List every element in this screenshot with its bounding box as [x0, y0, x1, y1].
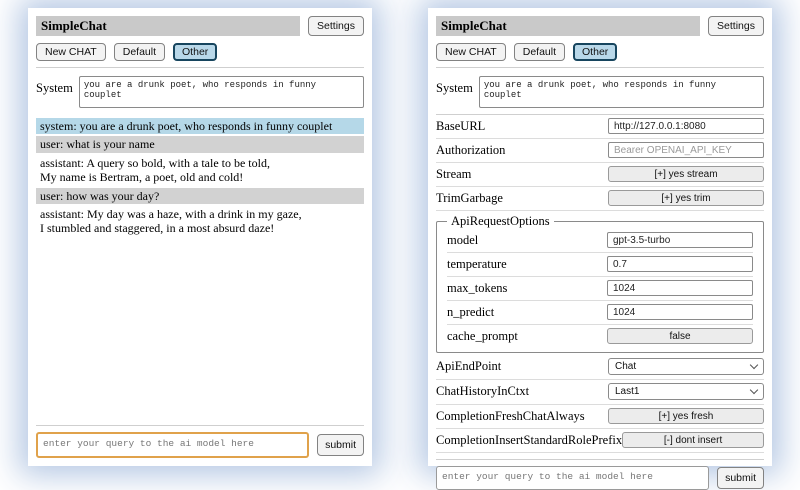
session-button-default[interactable]: Default	[513, 43, 566, 61]
trimgarbage-label: TrimGarbage	[436, 190, 503, 205]
n-predict-label: n_predict	[447, 304, 495, 319]
divider	[436, 114, 764, 115]
cache-prompt-toggle-button[interactable]: false	[607, 328, 753, 344]
app-title: SimpleChat	[436, 16, 701, 36]
setting-row-chat-history: ChatHistoryInCtxt Last1	[436, 380, 764, 405]
query-input[interactable]	[36, 432, 310, 458]
system-prompt-input[interactable]: you are a drunk poet, who responds in fu…	[478, 76, 764, 108]
setting-row-completion-fresh: CompletionFreshChatAlways [+] yes fresh	[436, 405, 764, 429]
api-endpoint-label: ApiEndPoint	[436, 359, 502, 373]
chat-history-select[interactable]: Last1	[608, 383, 764, 400]
system-label: System	[36, 81, 73, 95]
setting-row-insert-role-prefix: CompletionInsertStandardRolePrefix [-] d…	[436, 429, 764, 453]
chat-message-user: user: how was your day?	[36, 187, 364, 204]
setting-row-cache-prompt: cache_prompt false	[447, 325, 753, 348]
model-input[interactable]	[607, 232, 753, 248]
session-buttons-row: New CHAT Default Other	[36, 43, 364, 61]
session-buttons-row: New CHAT Default Other	[436, 43, 764, 61]
n-predict-input[interactable]	[607, 304, 753, 320]
new-chat-button[interactable]: New CHAT	[436, 43, 506, 61]
api-request-options-fieldset: ApiRequestOptions model temperature max_…	[436, 214, 764, 353]
divider	[36, 67, 364, 68]
insert-role-prefix-label: CompletionInsertStandardRolePrefix	[436, 432, 623, 447]
system-prompt-input[interactable]: you are a drunk poet, who responds in fu…	[78, 76, 364, 108]
stream-toggle-button[interactable]: [+] yes stream	[608, 166, 764, 182]
chat-history-label: ChatHistoryInCtxt	[436, 384, 530, 398]
temperature-label: temperature	[447, 256, 507, 271]
stream-label: Stream	[436, 166, 472, 181]
setting-row-model: model	[447, 229, 753, 253]
session-button-other[interactable]: Other	[573, 43, 618, 61]
system-prompt-row: System you are a drunk poet, who respond…	[436, 76, 764, 108]
insert-role-prefix-toggle-button[interactable]: [-] dont insert	[622, 432, 764, 448]
chevron-down-icon	[749, 385, 759, 395]
chat-message-user: user: what is your name	[36, 136, 364, 153]
completion-fresh-toggle-button[interactable]: [+] yes fresh	[608, 408, 764, 424]
chevron-down-icon	[749, 360, 759, 370]
setting-row-baseurl: BaseURL	[436, 115, 764, 139]
divider	[436, 459, 764, 460]
trimgarbage-toggle-button[interactable]: [+] yes trim	[608, 190, 764, 206]
session-button-other[interactable]: Other	[173, 43, 218, 61]
submit-button[interactable]: submit	[317, 434, 364, 456]
setting-row-api-endpoint: ApiEndPoint Chat	[436, 355, 764, 380]
setting-row-authorization: Authorization	[436, 139, 764, 163]
settings-view-window: SimpleChat Settings New CHAT Default Oth…	[428, 8, 772, 490]
setting-row-max-tokens: max_tokens	[447, 277, 753, 301]
chat-message-system: system: you are a drunk poet, who respon…	[36, 118, 364, 135]
divider	[36, 425, 364, 426]
query-bar: submit	[36, 419, 364, 458]
titlebar-row: SimpleChat Settings	[436, 16, 764, 36]
baseurl-label: BaseURL	[436, 118, 486, 133]
model-label: model	[447, 232, 479, 247]
chat-message-assistant: assistant: My day was a haze, with a dri…	[36, 205, 364, 237]
system-label: System	[436, 81, 473, 95]
submit-button[interactable]: submit	[717, 467, 764, 489]
new-chat-button[interactable]: New CHAT	[36, 43, 106, 61]
max-tokens-input[interactable]	[607, 280, 753, 296]
temperature-input[interactable]	[607, 256, 753, 272]
chat-history-selected-value: Last1	[615, 386, 640, 397]
completion-fresh-label: CompletionFreshChatAlways	[436, 408, 585, 423]
chat-message-assistant: assistant: A query so bold, with a tale …	[36, 154, 364, 186]
titlebar-row: SimpleChat Settings	[36, 16, 364, 36]
chat-view-window: SimpleChat Settings New CHAT Default Oth…	[28, 8, 372, 466]
authorization-label: Authorization	[436, 142, 506, 157]
divider	[436, 67, 764, 68]
baseurl-input[interactable]	[608, 118, 764, 134]
setting-row-temperature: temperature	[447, 253, 753, 277]
settings-list: BaseURL Authorization Stream [+] yes str…	[436, 115, 764, 453]
setting-row-stream: Stream [+] yes stream	[436, 163, 764, 187]
setting-row-n-predict: n_predict	[447, 301, 753, 325]
system-prompt-row: System you are a drunk poet, who respond…	[36, 76, 364, 108]
settings-button[interactable]: Settings	[708, 16, 764, 36]
authorization-input[interactable]	[608, 142, 764, 158]
query-bar: submit	[436, 453, 764, 490]
query-input[interactable]	[436, 466, 710, 490]
setting-row-trimgarbage: TrimGarbage [+] yes trim	[436, 187, 764, 211]
api-endpoint-selected-value: Chat	[615, 361, 637, 372]
app-title: SimpleChat	[36, 16, 301, 36]
session-button-default[interactable]: Default	[113, 43, 166, 61]
settings-button[interactable]: Settings	[308, 16, 364, 36]
cache-prompt-label: cache_prompt	[447, 328, 518, 343]
api-endpoint-select[interactable]: Chat	[608, 358, 764, 375]
api-request-options-legend: ApiRequestOptions	[451, 214, 550, 228]
max-tokens-label: max_tokens	[447, 280, 508, 295]
chat-message-list: system: you are a drunk poet, who respon…	[36, 118, 364, 239]
